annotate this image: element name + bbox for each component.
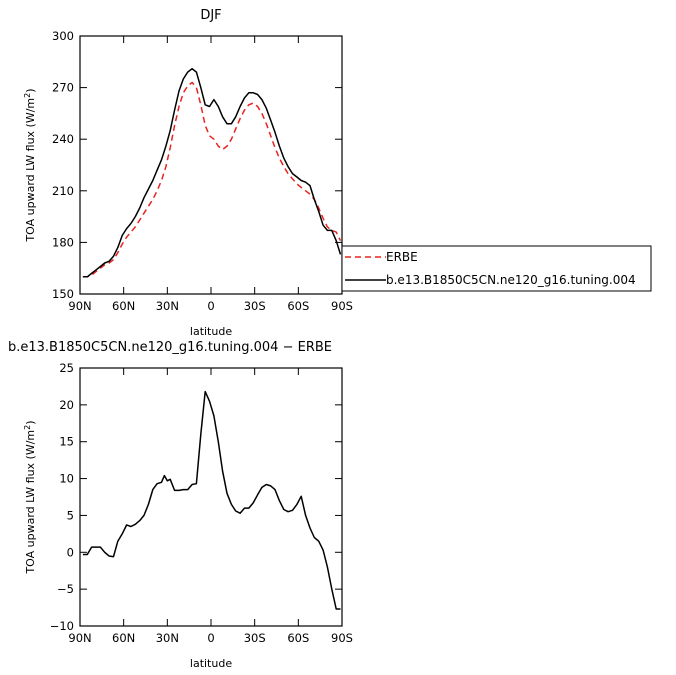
y-tick-label: −5 [57, 582, 74, 596]
chart-title: b.e13.B1850C5CN.ne120_g16.tuning.004 − E… [8, 340, 332, 355]
y-tick-label: 0 [67, 545, 74, 559]
y-tick-label: 210 [52, 184, 74, 198]
y-tick-label: 300 [52, 29, 74, 43]
y-tick-label: 180 [52, 235, 74, 249]
y-axis-label-sup: 2 [23, 93, 32, 98]
y-tick-label: 15 [59, 435, 74, 449]
legend-label-erbe: ERBE [386, 250, 418, 264]
x-axis-label: latitude [190, 325, 232, 338]
legend-box [341, 245, 652, 292]
x-tick-label: 90S [331, 631, 353, 645]
x-tick-label: 60S [287, 631, 309, 645]
x-tick-label: 30S [244, 631, 266, 645]
x-tick-label: 60S [287, 299, 309, 313]
y-axis-label-main: TOA upward LW flux (W/m [24, 98, 37, 243]
x-tick-label: 60N [112, 299, 135, 313]
y-axis-label: TOA upward LW flux (W/m2) [23, 420, 37, 574]
y-axis-label-sup: 2 [23, 425, 32, 430]
y-tick-label: 10 [59, 472, 74, 486]
x-tick-label: 90N [68, 631, 91, 645]
x-tick-label: 90S [331, 299, 353, 313]
y-tick-label: 150 [52, 287, 74, 301]
top-panel: DJF latitude TOA upward LW flux (W/m2) 9… [23, 8, 652, 338]
x-tick-label: 90N [68, 299, 91, 313]
series-group [82, 390, 341, 610]
plot-frame [79, 35, 343, 295]
x-tick-label: 30S [244, 299, 266, 313]
x-tick-label: 0 [207, 299, 214, 313]
y-tick-label: 270 [52, 81, 74, 95]
y-tick-label: 20 [59, 398, 74, 412]
y-tick-label: 5 [67, 508, 74, 522]
x-axis-label: latitude [190, 657, 232, 670]
y-axis-label: TOA upward LW flux (W/m2) [23, 88, 37, 242]
series-line-0 [82, 81, 342, 278]
y-axis-label-close: ) [24, 88, 37, 92]
y-axis-label-close: ) [24, 420, 37, 424]
x-tick-label: 60N [112, 631, 135, 645]
series-line-0 [82, 390, 341, 610]
series-group [82, 67, 342, 278]
legend: ERBE b.e13.B1850C5CN.ne120_g16.tuning.00… [341, 245, 652, 292]
series-line-1 [82, 67, 342, 278]
axis-ticks: 90N 60N 30N 0 30S 60S 90S 150 180 210 240 270 300 [52, 29, 353, 313]
y-tick-label: −10 [50, 619, 74, 633]
x-tick-label: 30N [156, 631, 179, 645]
x-tick-label: 30N [156, 299, 179, 313]
chart-title: DJF [200, 8, 221, 23]
x-tick-label: 0 [207, 631, 214, 645]
y-tick-label: 25 [59, 361, 74, 375]
legend-label-model: b.e13.B1850C5CN.ne120_g16.tuning.004 [386, 273, 636, 287]
y-tick-label: 240 [52, 132, 74, 146]
y-axis-label-main: TOA upward LW flux (W/m [24, 430, 37, 575]
bottom-panel: b.e13.B1850C5CN.ne120_g16.tuning.004 − E… [8, 340, 353, 670]
axis-ticks: 90N 60N 30N 0 30S 60S 90S −10 −5 0 5 10 15 20 25 [50, 361, 353, 645]
